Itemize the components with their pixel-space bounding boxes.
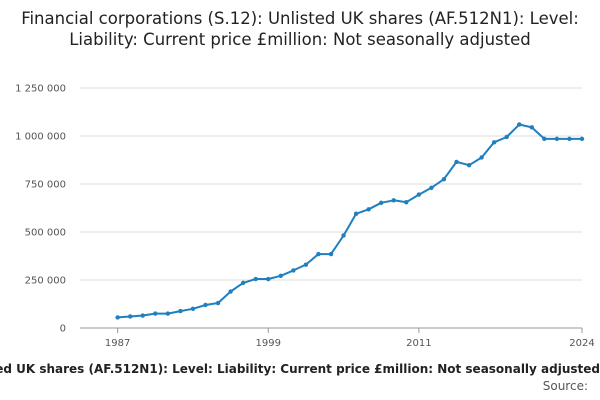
- data-point[interactable]: [128, 314, 133, 319]
- data-point[interactable]: [228, 289, 233, 294]
- data-point[interactable]: [554, 136, 560, 142]
- data-point[interactable]: [153, 311, 158, 316]
- data-point[interactable]: [416, 192, 422, 197]
- data-point[interactable]: [215, 300, 221, 306]
- x-tick-label: 2011: [406, 338, 431, 349]
- y-tick-label: 0: [60, 324, 66, 335]
- data-point[interactable]: [140, 313, 145, 318]
- footer-caption-text: Financial corporations (S.12): Unlisted …: [0, 362, 600, 376]
- data-point[interactable]: [240, 280, 246, 286]
- series-line: [117, 123, 582, 319]
- data-point[interactable]: [165, 311, 171, 316]
- x-tick-label: 1987: [105, 338, 130, 349]
- data-point[interactable]: [303, 262, 309, 267]
- data-point[interactable]: [491, 140, 497, 145]
- data-point[interactable]: [278, 273, 283, 278]
- x-axis: 1987 1999 2011 2024: [105, 328, 595, 349]
- data-point[interactable]: [328, 251, 334, 257]
- data-point[interactable]: [266, 276, 271, 282]
- data-point[interactable]: [190, 306, 196, 311]
- data-point[interactable]: [542, 136, 547, 142]
- grid-lines: [80, 87, 582, 329]
- data-point[interactable]: [379, 200, 384, 206]
- data-point[interactable]: [353, 211, 359, 216]
- x-tick-label: 1999: [256, 338, 281, 349]
- x-tick-label: 2024: [569, 338, 594, 349]
- y-tick-label: 1 000 000: [15, 132, 66, 143]
- data-point[interactable]: [441, 177, 447, 182]
- data-point[interactable]: [517, 122, 522, 127]
- y-axis: 0 250 000 500 000 750 000 1 000 000 1 250 000: [15, 84, 66, 335]
- data-point[interactable]: [291, 268, 296, 273]
- data-point[interactable]: [115, 315, 120, 320]
- data-point[interactable]: [253, 276, 258, 282]
- data-point[interactable]: [504, 134, 509, 140]
- data-point[interactable]: [341, 233, 346, 238]
- y-tick-label: 1 250 000: [15, 84, 66, 95]
- data-point[interactable]: [316, 251, 321, 257]
- data-point[interactable]: [567, 136, 572, 142]
- source-label: Source:: [542, 379, 588, 393]
- data-point[interactable]: [178, 308, 183, 314]
- data-point[interactable]: [479, 155, 484, 160]
- data-point[interactable]: [529, 125, 534, 130]
- data-point[interactable]: [203, 302, 208, 308]
- data-point[interactable]: [366, 207, 371, 212]
- footer-caption: Financial corporations (S.12): Unlisted …: [0, 362, 600, 378]
- y-tick-label: 750 000: [25, 180, 66, 191]
- data-point[interactable]: [429, 185, 434, 191]
- series-layer: [115, 122, 585, 320]
- data-point[interactable]: [391, 198, 396, 203]
- data-point[interactable]: [579, 136, 585, 142]
- data-point[interactable]: [404, 200, 409, 205]
- y-tick-label: 500 000: [25, 228, 66, 239]
- chart-title: Financial corporations (S.12): Unlisted …: [21, 9, 579, 49]
- y-tick-label: 250 000: [25, 276, 66, 287]
- data-point[interactable]: [466, 162, 472, 168]
- data-point[interactable]: [454, 159, 459, 165]
